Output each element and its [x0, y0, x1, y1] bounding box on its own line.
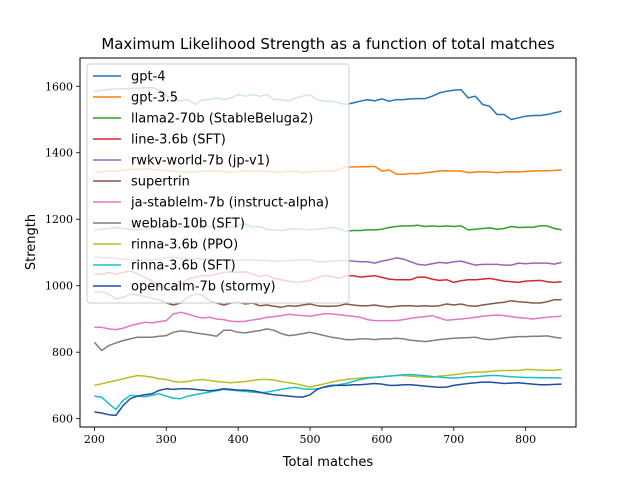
x-tick-label: 800 [515, 433, 536, 446]
x-tick-label: 600 [371, 433, 392, 446]
y-tick-label: 1200 [45, 213, 73, 226]
plot-frame [79, 57, 577, 428]
y-tick-label: 1600 [45, 80, 73, 93]
legend-label: gpt-3.5 [131, 91, 178, 106]
legend-label: ja-stablelm-7b (instruct-alpha) [130, 196, 329, 211]
x-tick-label: 200 [84, 433, 105, 446]
y-tick-label: 1000 [45, 280, 73, 293]
chart-title: Maximum Likelihood Strength as a functio… [101, 35, 554, 53]
legend-label: llama2-70b (StableBeluga2) [131, 112, 313, 127]
y-tick-label: 800 [52, 346, 73, 359]
x-axis: 200 300 400 500 600 700 800 [84, 427, 536, 446]
legend-label: rwkv-world-7b (jp-v1) [131, 154, 270, 169]
legend-label: gpt-4 [131, 70, 166, 85]
legend-label: weblab-10b (SFT) [131, 217, 245, 232]
series-line-8 [94, 368, 562, 388]
series-line-10 [94, 381, 562, 417]
legend-label: opencalm-7b (stormy) [131, 280, 276, 295]
y-tick-label: 600 [52, 413, 73, 426]
x-tick-label: 400 [228, 433, 249, 446]
y-tick-label: 1400 [45, 147, 73, 160]
x-tick-label: 700 [443, 433, 464, 446]
x-axis-label: Total matches [282, 455, 374, 470]
legend-label: line-3.6b (SFT) [131, 133, 226, 148]
legend-box [86, 63, 350, 304]
series-line-6 [94, 311, 562, 331]
legend-label: rinna-3.6b (SFT) [131, 259, 236, 274]
series-line-7 [93, 328, 562, 352]
series-line-5 [94, 290, 562, 309]
y-axis: 600 800 1000 1200 1400 1600 [45, 80, 80, 426]
legend: gpt-4 gpt-3.5 llama2-70b (StableBeluga2) li… [86, 63, 350, 304]
legend-label: supertrin [131, 175, 190, 190]
x-tick-label: 500 [300, 433, 321, 446]
y-axis-label: Strength [24, 214, 39, 270]
legend-label: rinna-3.6b (PPO) [131, 238, 238, 253]
x-tick-label: 300 [156, 433, 177, 446]
